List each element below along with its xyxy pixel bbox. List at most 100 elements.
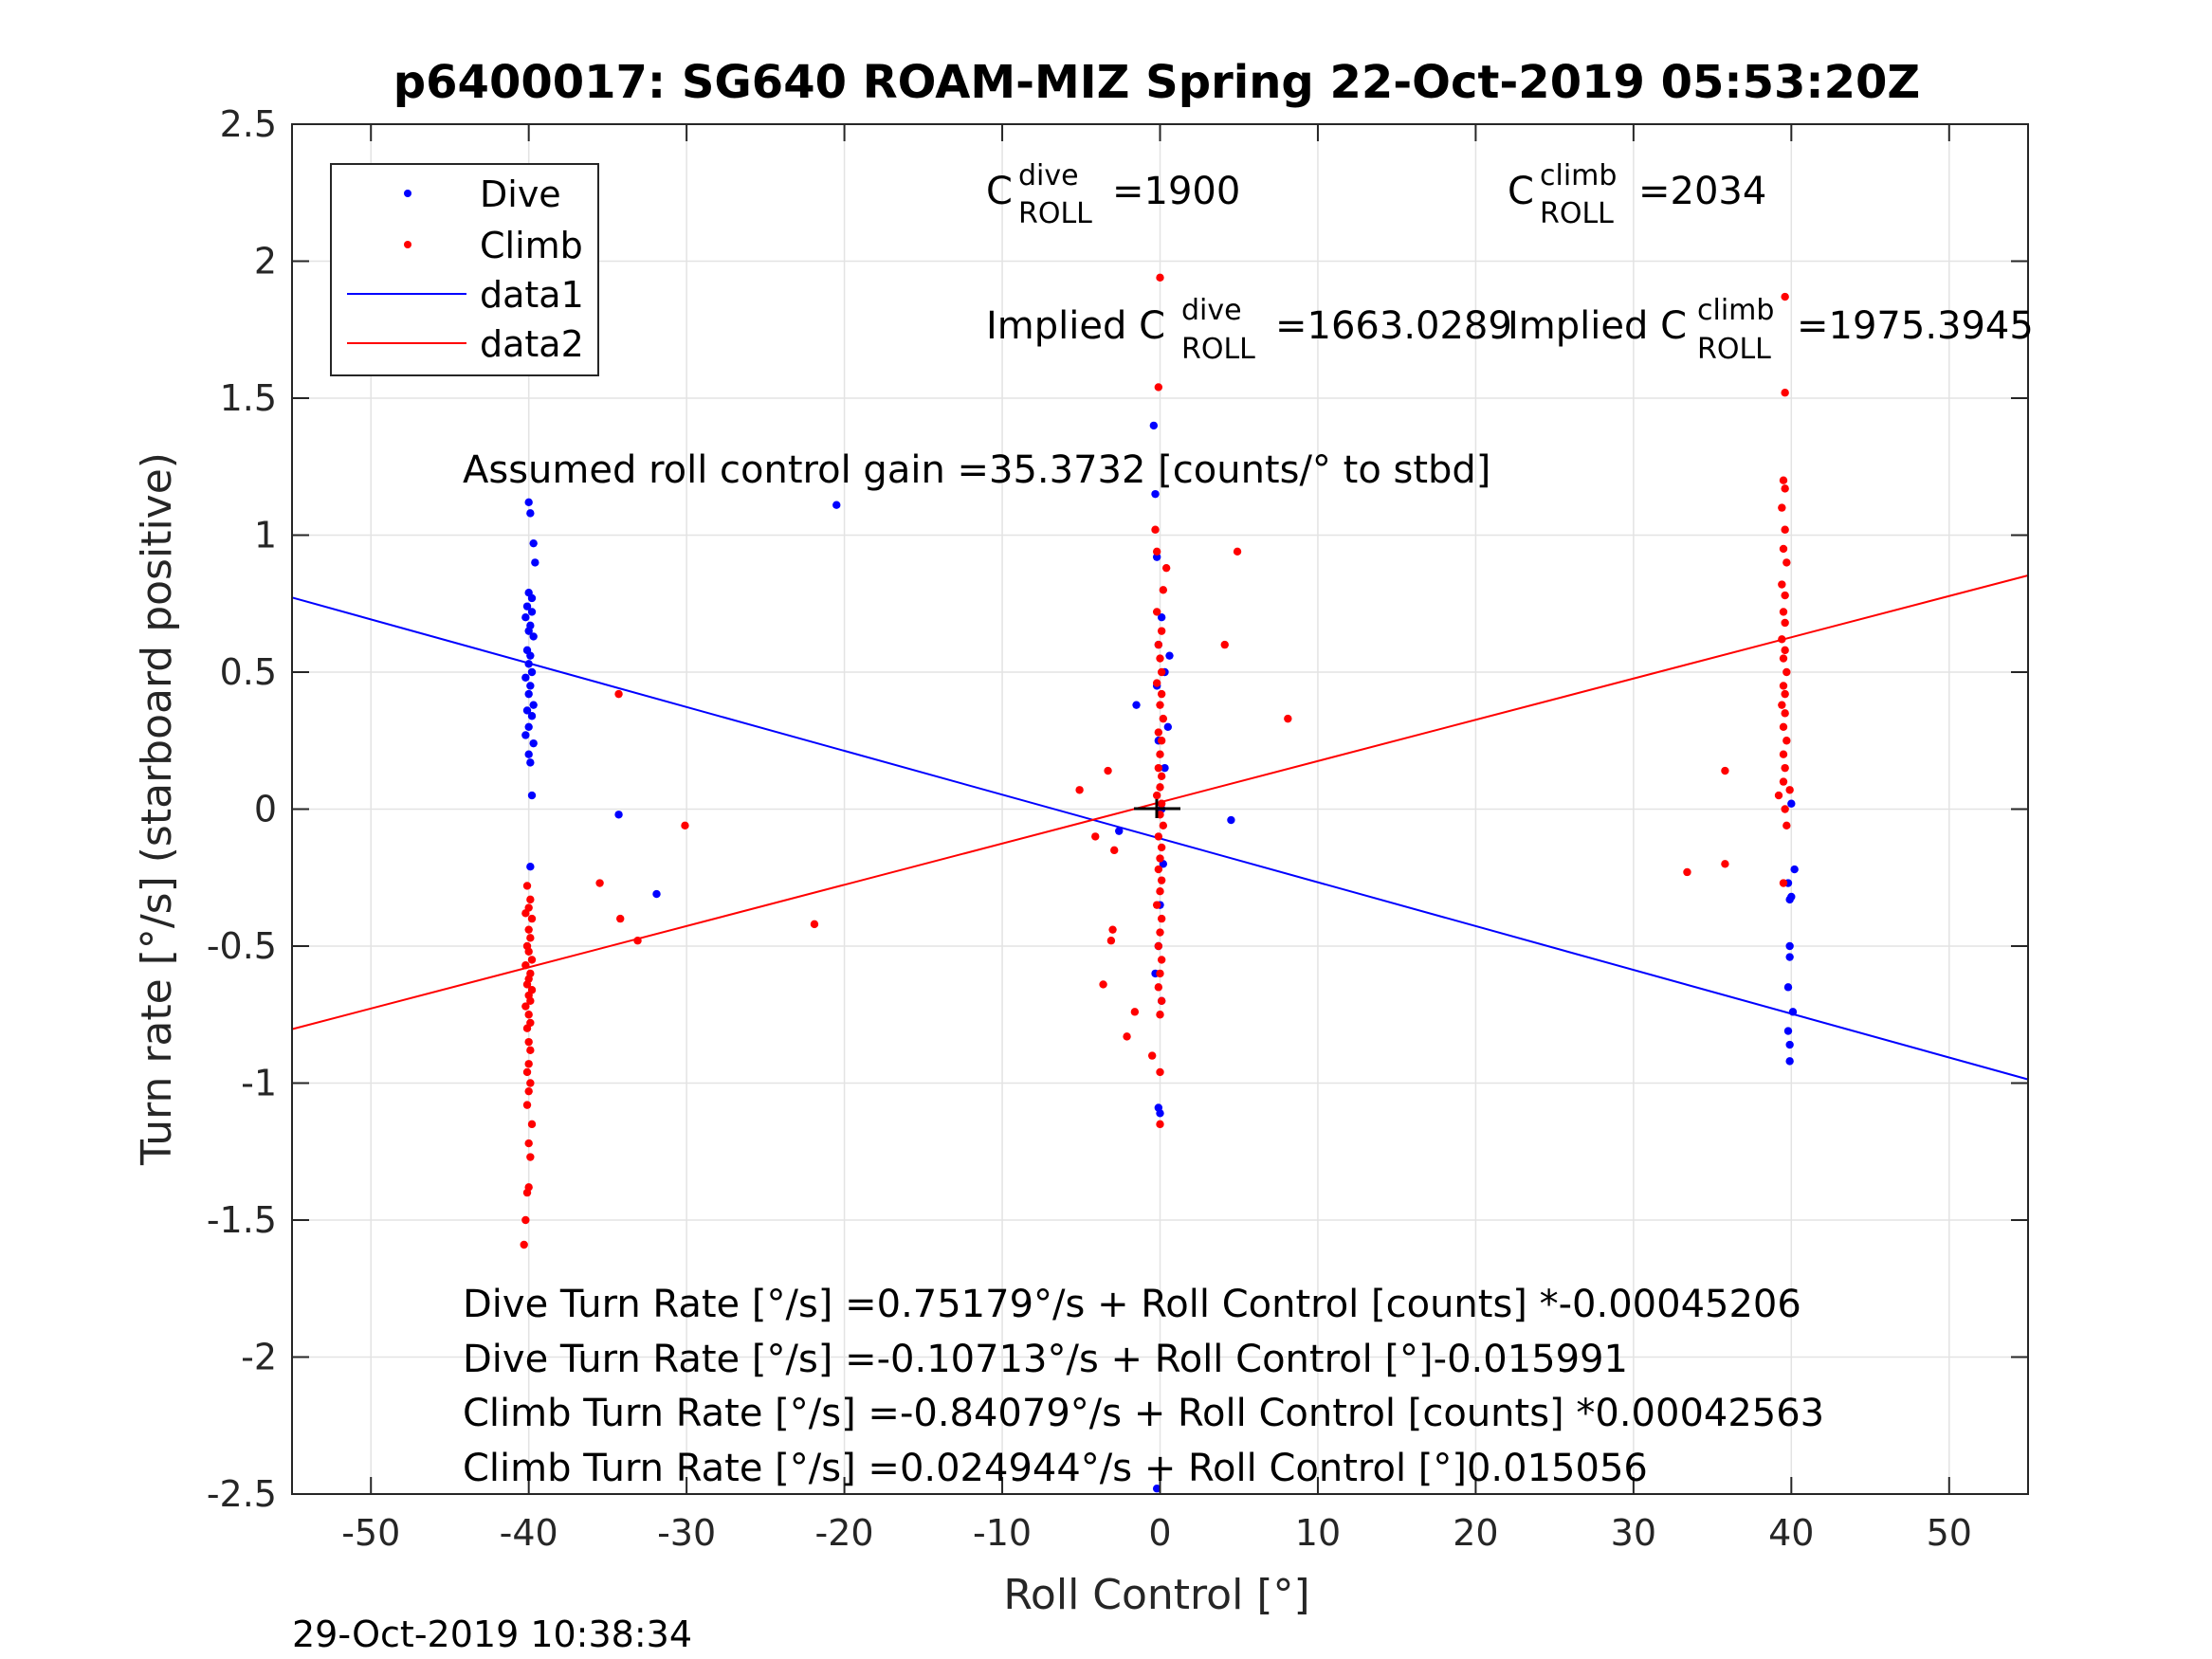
climb-point bbox=[1779, 722, 1788, 731]
x-tick-label: -40 bbox=[500, 1512, 558, 1554]
climb-point bbox=[1156, 969, 1164, 978]
climb-point bbox=[1104, 766, 1112, 775]
climb-point bbox=[1781, 591, 1789, 600]
climb-point bbox=[1151, 525, 1160, 534]
y-tick-label: -0.5 bbox=[207, 925, 277, 967]
annotation-c-climb: C climb ROLL =2034 bbox=[1508, 159, 1766, 230]
legend-climb-marker bbox=[404, 241, 411, 248]
climb-point bbox=[1110, 846, 1119, 855]
climb-point bbox=[527, 956, 537, 964]
climb-point bbox=[526, 996, 535, 1006]
climb-point bbox=[681, 821, 689, 830]
c-climb-base: C bbox=[1508, 170, 1534, 213]
y-axis-label: Turn rate [°/s] (starboard positive) bbox=[133, 452, 181, 1166]
axis-ticks bbox=[292, 123, 2028, 1495]
climb-point bbox=[1156, 928, 1164, 937]
dive-point bbox=[527, 608, 537, 616]
legend-dive-label: Dive bbox=[480, 173, 561, 215]
climb-point bbox=[1779, 608, 1788, 616]
x-tick-label: -50 bbox=[341, 1512, 400, 1554]
c-dive-value: =1900 bbox=[1112, 170, 1240, 213]
dive-point bbox=[1785, 1057, 1794, 1066]
dive-point bbox=[526, 509, 535, 518]
y-tick-label: -2.5 bbox=[207, 1473, 277, 1515]
climb-point bbox=[524, 1037, 533, 1047]
climb-point bbox=[1154, 728, 1163, 737]
climb-point bbox=[810, 920, 819, 929]
climb-point bbox=[1781, 805, 1789, 813]
dive-point bbox=[1149, 421, 1159, 430]
climb-point bbox=[527, 1120, 537, 1129]
dive-point bbox=[529, 701, 538, 709]
climb-point bbox=[1157, 799, 1166, 808]
annotation-gain: Assumed roll control gain =35.3732 [coun… bbox=[463, 448, 1490, 492]
axis-tick-labels: -50 -40 -30 -20 -10 0 10 20 30 40 50 2.5 2 1.5 1 0.5 0 -0… bbox=[207, 103, 1972, 1554]
climb-point bbox=[1781, 292, 1789, 301]
c-climb-value: =2034 bbox=[1638, 170, 1766, 213]
annotation-equation-2: Dive Turn Rate [°/s] =-0.10713°/s + Roll… bbox=[463, 1338, 1628, 1381]
climb-point bbox=[1781, 525, 1789, 534]
c-dive-base: C bbox=[986, 170, 1013, 213]
climb-point bbox=[1156, 1011, 1164, 1019]
climb-point bbox=[522, 1188, 532, 1197]
climb-point bbox=[1774, 791, 1783, 800]
dive-point bbox=[524, 722, 533, 731]
legend-dive-marker bbox=[404, 190, 411, 197]
climb-point bbox=[1778, 635, 1786, 644]
climb-point bbox=[1123, 1032, 1131, 1041]
annotation-equation-1: Dive Turn Rate [°/s] =0.75179°/s + Roll … bbox=[463, 1283, 1801, 1326]
climb-point bbox=[1781, 646, 1789, 655]
climb-point bbox=[1157, 996, 1166, 1006]
climb-point bbox=[526, 934, 535, 942]
climb-point bbox=[1156, 750, 1164, 758]
climb-point bbox=[1159, 714, 1168, 723]
climb-point bbox=[1782, 821, 1791, 830]
c-climb-superscript: climb bbox=[1540, 159, 1617, 192]
climb-point bbox=[1233, 547, 1242, 556]
dive-point bbox=[524, 498, 533, 507]
dive-point bbox=[1788, 1008, 1798, 1016]
climb-point bbox=[633, 937, 642, 945]
climb-point bbox=[1154, 763, 1163, 773]
climb-point bbox=[1220, 640, 1229, 649]
dive-point bbox=[527, 791, 537, 800]
legend-box bbox=[330, 163, 599, 376]
annotation-implied-climb: Implied C climb ROLL =1975.3945 bbox=[1508, 294, 2034, 366]
climb-point bbox=[1156, 887, 1164, 896]
dive-point bbox=[1152, 553, 1161, 561]
climb-point bbox=[522, 1101, 532, 1109]
dive-point bbox=[524, 627, 533, 635]
dive-point bbox=[524, 750, 533, 758]
climb-point bbox=[522, 882, 532, 890]
y-tick-label: -2 bbox=[241, 1337, 277, 1378]
climb-point bbox=[595, 879, 604, 887]
climb-point bbox=[1154, 941, 1163, 951]
dive-point bbox=[524, 689, 533, 699]
climb-point bbox=[1157, 843, 1166, 852]
x-tick-label: -10 bbox=[973, 1512, 1032, 1554]
climb-point bbox=[520, 1240, 528, 1249]
climb-point bbox=[1781, 389, 1789, 397]
dive-point bbox=[526, 651, 535, 660]
climb-point bbox=[1159, 821, 1168, 830]
climb-point bbox=[1781, 484, 1789, 493]
implied-dive-subscript: ROLL bbox=[1181, 333, 1255, 366]
climb-point bbox=[1781, 689, 1789, 699]
climb-point bbox=[1156, 273, 1164, 283]
dive-point bbox=[1227, 815, 1235, 825]
x-tick-label: -20 bbox=[815, 1512, 874, 1554]
dive-point bbox=[526, 682, 535, 690]
dive-point bbox=[526, 862, 535, 871]
climb-point bbox=[1157, 737, 1166, 745]
climb-point bbox=[1779, 879, 1788, 887]
dive-point bbox=[526, 758, 535, 767]
climb-point bbox=[1154, 983, 1163, 992]
x-axis-label: Roll Control [°] bbox=[1003, 1571, 1309, 1619]
implied-dive-superscript: dive bbox=[1181, 294, 1242, 327]
legend: Dive Climb data1 data2 bbox=[330, 163, 599, 376]
climb-point bbox=[1785, 786, 1794, 794]
annotation-equation-4: Climb Turn Rate [°/s] =0.024944°/s + Rol… bbox=[463, 1447, 1648, 1490]
climb-point bbox=[1152, 791, 1161, 800]
climb-point bbox=[524, 1060, 533, 1068]
